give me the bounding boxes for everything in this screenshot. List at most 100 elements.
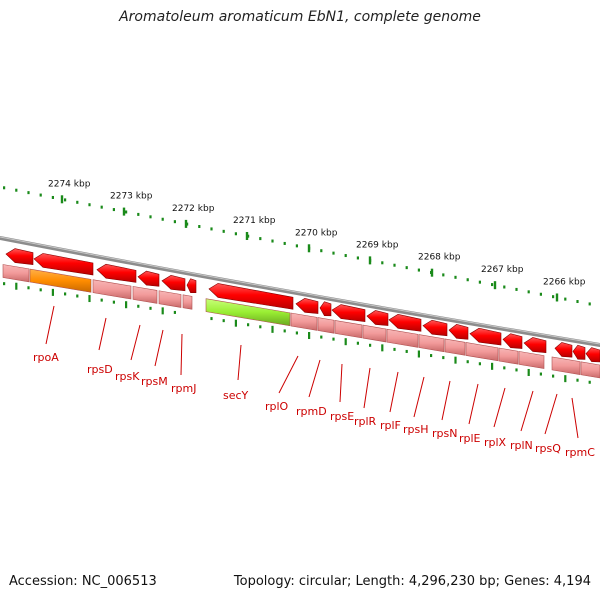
ruler-major-tick [555, 293, 559, 302]
gene-arrow [523, 337, 547, 354]
gene-arrow [331, 304, 366, 322]
lower-tick [76, 294, 79, 298]
gene-label: rpmC [565, 446, 595, 459]
feature-segment [317, 317, 335, 334]
gene-label-leader [363, 367, 371, 409]
gene-label: rpoA [33, 351, 59, 364]
lower-tick [283, 329, 286, 333]
lower-tick [332, 337, 335, 341]
gene-label-leader [278, 355, 299, 394]
lower-tick [491, 362, 494, 370]
ruler-dot [539, 292, 542, 296]
ruler-dot [173, 220, 176, 224]
lower-tick [64, 292, 67, 296]
ruler-label: 2274 kbp [48, 179, 91, 189]
label-leaders [45, 305, 579, 439]
ruler-dot [503, 285, 506, 289]
gene-label-leader [389, 371, 399, 413]
feature-segment [418, 334, 445, 353]
lower-tick [112, 300, 115, 304]
ruler-dot [210, 227, 213, 231]
ruler-dot [491, 283, 494, 287]
lower-tick [466, 360, 469, 364]
ruler-dot [234, 232, 237, 236]
gene-label: rpsH [403, 423, 429, 436]
lower-tick [356, 341, 359, 345]
lower-tick [51, 288, 54, 296]
gene-label: rpsE [330, 410, 354, 423]
ruler-major-tick [60, 195, 64, 204]
ruler-dot [320, 249, 323, 253]
feature-segment [386, 328, 419, 348]
lower-tick [15, 282, 18, 290]
ruler-dot [295, 244, 298, 248]
accession-text: Accession: NC_006513 [9, 574, 157, 589]
feature-track [2, 264, 600, 379]
ruler-dot [478, 280, 481, 284]
feature-segment [334, 320, 363, 339]
ruler-dot [137, 212, 140, 216]
lower-tick [259, 325, 262, 329]
gene-label-leader [308, 359, 321, 398]
ruler-dot [588, 302, 591, 306]
ruler-dot [222, 229, 225, 233]
gene-arrow [319, 301, 332, 317]
lower-ticks [3, 282, 591, 384]
ruler-dot [76, 200, 79, 204]
ruler-dot [161, 217, 164, 221]
ruler-major-tick [368, 256, 372, 265]
ruler-major-tick [245, 231, 249, 240]
ruler-major-tick [493, 281, 497, 290]
gene-label: rpmJ [171, 382, 196, 395]
ruler-label: 2273 kbp [110, 192, 153, 202]
ruler-dot [125, 210, 128, 214]
gene-track [5, 248, 600, 363]
feature-segment [580, 361, 600, 379]
gene-label: rpsQ [535, 442, 561, 455]
ruler-major-tick [122, 207, 126, 216]
ruler-major-tick [430, 268, 434, 277]
ruler-label: 2270 kbp [295, 228, 338, 238]
ruler-dot [198, 225, 201, 229]
gene-label: rpmD [296, 405, 327, 418]
gene-arrow [572, 344, 586, 360]
gene-label: rplX [484, 436, 507, 449]
ruler-label: 2267 kbp [481, 265, 524, 275]
gene-arrow [137, 270, 160, 287]
gene-label: rplE [459, 432, 481, 445]
gene-label-leader [520, 390, 534, 432]
feature-segment [465, 342, 499, 362]
ruler-label: 2268 kbp [418, 253, 461, 263]
lower-tick [442, 356, 445, 360]
lower-tick [100, 298, 103, 302]
gene-label-leader [493, 387, 506, 428]
lower-tick [161, 307, 164, 315]
gene-label-leader [130, 324, 141, 361]
gene-label-leader [45, 305, 55, 345]
lower-tick [454, 356, 457, 364]
ruler-dot [564, 297, 567, 301]
gene-arrow [502, 333, 523, 349]
gene-label: rplO [265, 400, 289, 413]
ruler-dot [283, 241, 286, 245]
ruler-dot [51, 195, 54, 199]
lower-tick [393, 347, 396, 351]
ruler-dot [576, 300, 579, 304]
lower-tick [39, 288, 42, 292]
gene-label-leader [237, 344, 242, 381]
gene-label-leader [571, 397, 579, 439]
gene-arrow [208, 283, 294, 310]
lower-tick [503, 366, 506, 370]
lower-tick [271, 325, 274, 333]
lower-tick [234, 319, 237, 327]
gene-arrow [96, 263, 137, 283]
lower-tick [430, 354, 433, 358]
lower-tick [527, 368, 530, 376]
ruler-dot [271, 239, 274, 243]
ruler-dot [405, 266, 408, 270]
ruler-dot [381, 261, 384, 265]
page-title: Aromatoleum aromaticum EbN1, complete ge… [119, 9, 481, 25]
ruler-dot [417, 268, 420, 272]
lower-tick [381, 344, 384, 352]
ruler-dot [259, 237, 262, 241]
